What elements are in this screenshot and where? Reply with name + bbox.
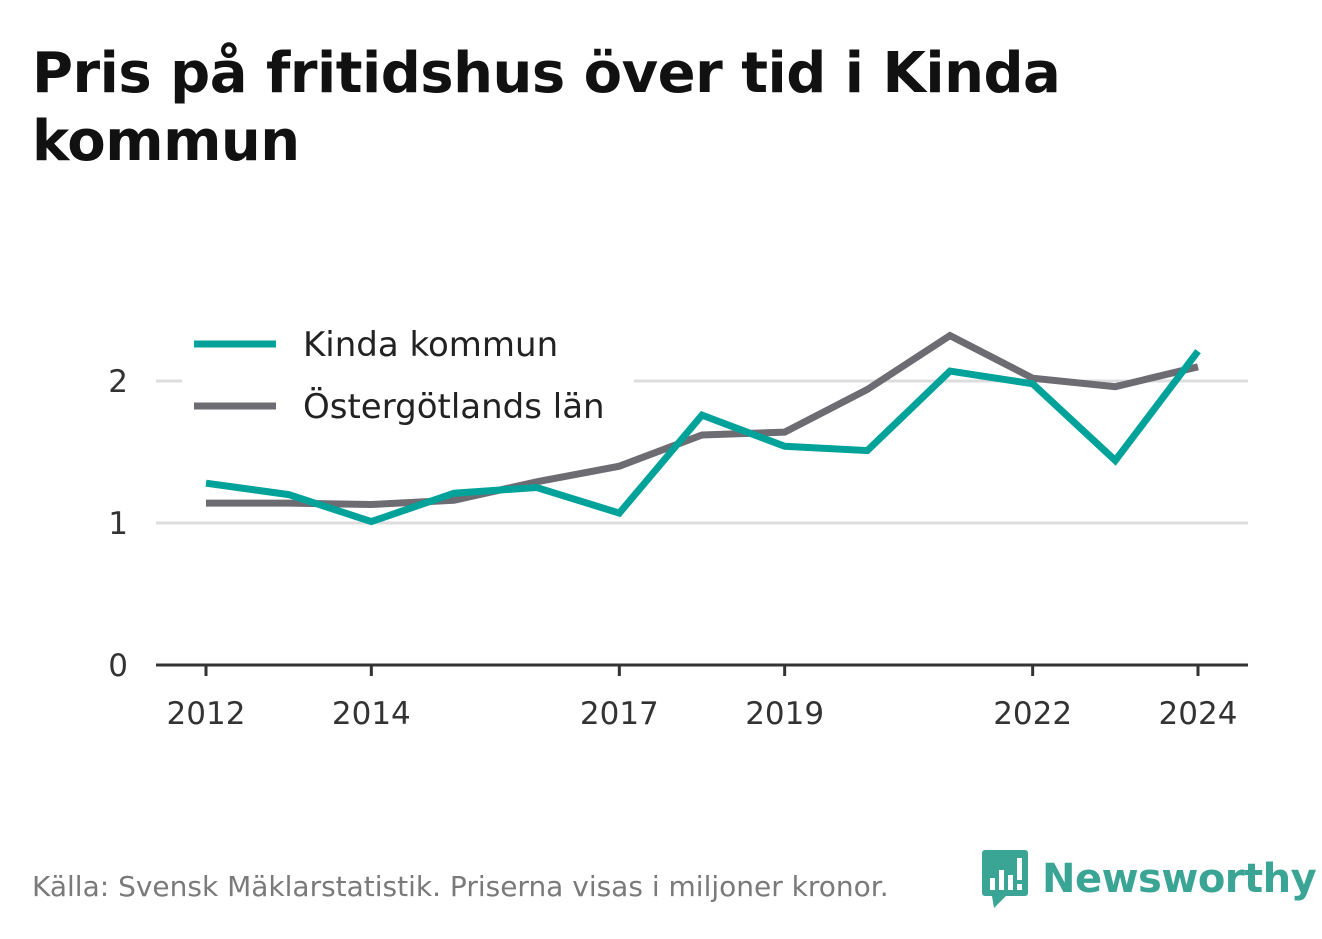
legend-label-kinda-kommun: Kinda kommun (303, 325, 558, 365)
series-line-ostergotlands-lan (206, 331, 1199, 509)
legend: Kinda kommun Östergötlands län (182, 318, 634, 438)
x-tick-label-2022: 2022 (993, 696, 1072, 732)
bar-chart-speech-bubble-icon (982, 850, 1028, 908)
y-tick-label-1: 1 (108, 506, 128, 542)
chart-title: Pris på fritidshus över tid i Kinda komm… (32, 41, 1061, 174)
x-tick-label-2017: 2017 (580, 696, 659, 732)
legend-label-ostergotlands-lan: Östergötlands län (303, 386, 605, 427)
series-line-kinda-kommun (205, 349, 1201, 526)
brand-name: Newsworthy (1042, 856, 1317, 902)
y-tick-label-0: 0 (108, 648, 128, 684)
axes: 0 1 2 2012 2014 2017 2019 2022 2024 (108, 364, 1248, 732)
source-note: Källa: Svensk Mäklarstatistik. Priserna … (32, 870, 889, 903)
x-tick-label-2012: 2012 (167, 696, 246, 732)
brand-logo[interactable]: Newsworthy (980, 848, 1317, 910)
x-tick-label-2014: 2014 (332, 696, 411, 732)
y-tick-label-2: 2 (108, 364, 128, 400)
x-tick-label-2024: 2024 (1159, 696, 1238, 732)
series-lines (205, 331, 1201, 526)
legend-background (182, 318, 634, 438)
x-tick-label-2019: 2019 (745, 696, 824, 732)
line-chart: 0 1 2 2012 2014 2017 2019 2022 2024 Kinda kommun… (108, 318, 1248, 732)
